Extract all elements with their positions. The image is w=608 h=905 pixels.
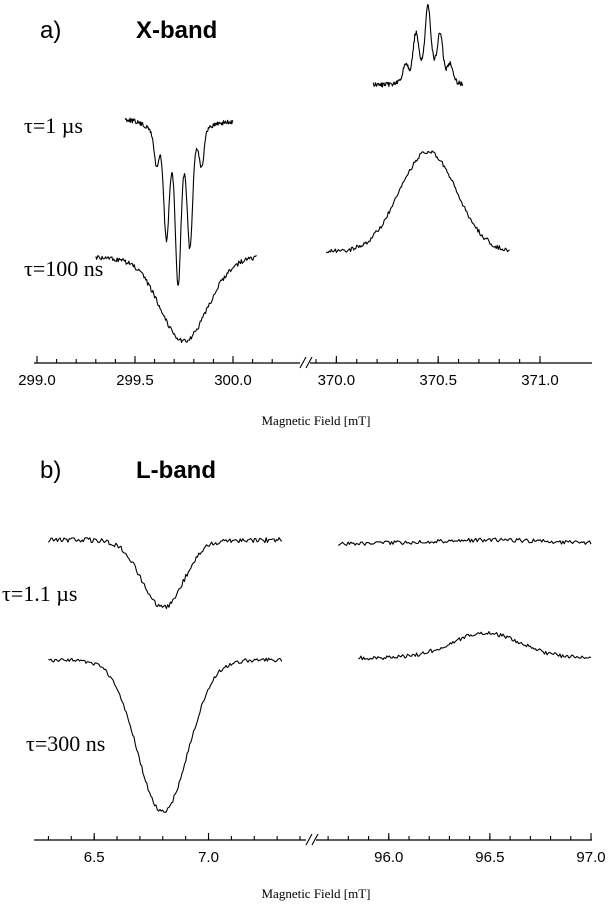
tick-label: 96.5 — [475, 849, 504, 866]
panel-b-traces — [48, 538, 591, 813]
panel-a-traces — [96, 4, 510, 342]
panel-b-title: L-band — [136, 457, 216, 484]
panel-b-trace-label-2: τ=300 ns — [26, 731, 105, 756]
trace-4 — [326, 151, 509, 253]
tick-label: 6.5 — [84, 849, 105, 866]
tick-label: 299.5 — [116, 372, 154, 389]
trace-1 — [125, 118, 233, 285]
tick-label: 299.0 — [18, 372, 56, 389]
panel-a-trace-label-2: τ=100 ns — [24, 256, 103, 281]
axis-break-mark — [300, 357, 306, 368]
tick-label: 371.0 — [521, 372, 559, 389]
panel-b-trace-label-1: τ=1.1 µs — [2, 581, 78, 606]
panel-a-xlabel: Magnetic Field [mT] — [261, 413, 370, 428]
panel-b-letter: b) — [40, 457, 61, 484]
tick-label: 96.0 — [374, 849, 403, 866]
tick-label: 7.0 — [198, 849, 219, 866]
axis-break-mark — [306, 834, 312, 845]
trace-3 — [96, 255, 257, 342]
panel-a-letter: a) — [40, 17, 61, 44]
panel-b-xlabel: Magnetic Field [mT] — [261, 886, 370, 901]
trace-8 — [358, 632, 591, 660]
tick-label: 370.0 — [318, 372, 356, 389]
panel-a-trace-label-1: τ=1 µs — [24, 113, 83, 138]
panel-b-axis: 6.5 7.0 96.0 96.5 97.0 — [34, 833, 606, 866]
tick-label: 300.0 — [214, 372, 252, 389]
trace-2 — [373, 4, 463, 87]
tick-label: 97.0 — [576, 849, 605, 866]
trace-5 — [48, 538, 281, 609]
tick-label: 370.5 — [419, 372, 457, 389]
panel-a-axis: 299.0 299.5 300.0 370.0 370.5 371.0 — [18, 356, 592, 389]
panel-a-title: X-band — [136, 17, 217, 44]
trace-6 — [338, 538, 591, 545]
